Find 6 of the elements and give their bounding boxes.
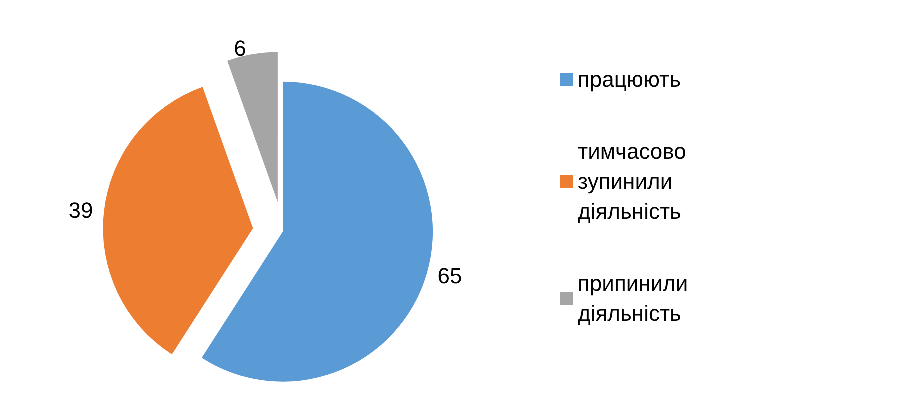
data-label: 39 <box>68 198 94 224</box>
data-label: 6 <box>234 36 246 62</box>
legend-label: працюють <box>578 67 682 92</box>
legend-label: тимчасово зупинили діяльність <box>578 139 692 224</box>
legend-label: припинили діяльність <box>578 271 694 326</box>
data-label: 65 <box>438 263 462 288</box>
